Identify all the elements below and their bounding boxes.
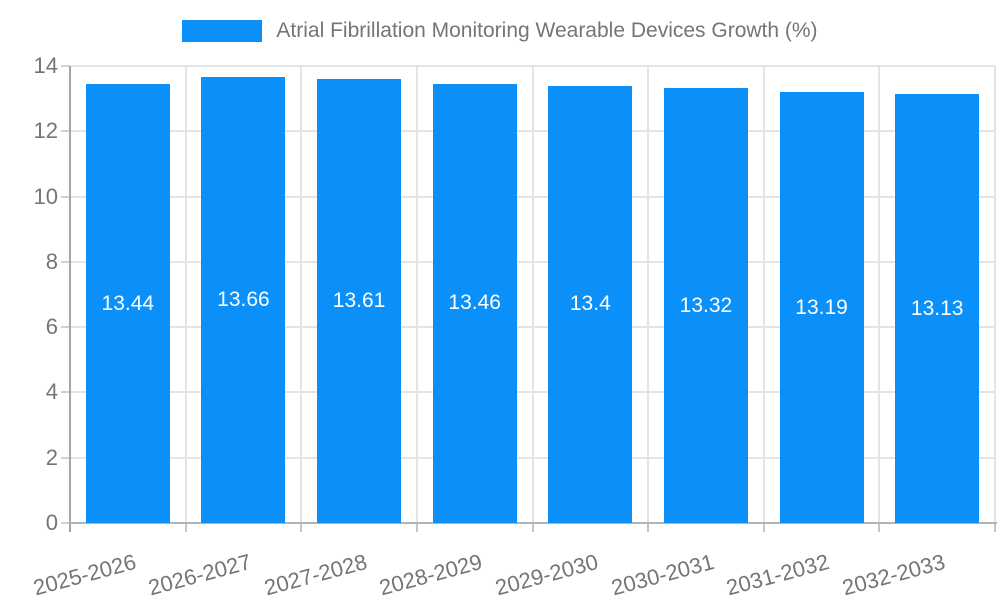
x-tick-mark [300, 523, 303, 532]
x-category-label: 2026-2027 [145, 549, 254, 600]
y-tick-label: 0 [45, 510, 58, 535]
bar-value-label: 13.13 [910, 296, 964, 320]
x-gridline [994, 66, 996, 523]
x-tick-mark [647, 523, 650, 532]
y-tick-mark [61, 65, 70, 67]
bar: 13.46 [432, 83, 517, 523]
y-tick-label: 4 [45, 379, 58, 405]
y-tick-label: 6 [45, 314, 58, 340]
bar-value-label: 13.66 [217, 288, 270, 312]
x-tick-mark [994, 523, 996, 532]
y-tick-mark [61, 130, 70, 133]
y-tick-label: 10 [33, 183, 58, 209]
y-tick-label: 2 [45, 444, 58, 470]
x-category-label: 2029-2030 [492, 549, 601, 600]
x-category-label: 2028-2029 [377, 549, 486, 600]
y-tick-mark [61, 260, 70, 263]
y-tick-label: 14 [33, 53, 58, 78]
legend-swatch [182, 20, 263, 42]
x-tick-mark [415, 523, 418, 532]
x-gridline [762, 66, 765, 523]
bar-value-label: 13.32 [679, 293, 733, 317]
legend: Atrial Fibrillation Monitoring Wearable … [0, 14, 1000, 48]
x-gridline [647, 66, 650, 523]
bar-value-label: 13.4 [569, 292, 611, 316]
bar: 13.4 [548, 85, 633, 523]
y-tick-mark [61, 195, 70, 198]
bar: 13.61 [317, 78, 402, 523]
x-tick-mark [762, 523, 765, 532]
bar: 13.44 [85, 84, 170, 523]
y-tick-label: 12 [33, 118, 58, 144]
bar: 13.19 [779, 92, 864, 523]
y-tick-mark [61, 391, 70, 394]
bar-value-label: 13.61 [332, 288, 386, 312]
x-tick-mark [184, 523, 187, 532]
x-gridline [184, 66, 187, 523]
x-axis-line [70, 522, 997, 524]
x-category-label: 2031-2032 [723, 549, 833, 600]
x-gridline [878, 66, 881, 523]
x-category-label: 2030-2031 [608, 549, 717, 600]
bar-value-label: 13.44 [101, 291, 155, 315]
bar: 13.32 [663, 88, 748, 523]
x-tick-mark [878, 523, 881, 532]
x-gridline [300, 66, 303, 523]
chart-title: Atrial Fibrillation Monitoring Wearable … [276, 19, 818, 42]
x-category-label: 2025-2026 [30, 549, 139, 600]
x-category-label: 2027-2028 [261, 549, 370, 600]
y-tick-mark [61, 456, 70, 459]
bar: 13.66 [201, 77, 286, 523]
bar-value-label: 13.19 [795, 295, 848, 319]
bar-value-label: 13.46 [448, 291, 501, 315]
bar: 13.13 [895, 94, 980, 523]
x-category-label: 2032-2033 [839, 549, 948, 600]
x-gridline [415, 66, 418, 523]
y-tick-mark [61, 326, 70, 329]
y-tick-label: 8 [45, 248, 58, 274]
x-tick-mark [531, 523, 534, 532]
x-gridline [531, 66, 534, 523]
y-axis-line [69, 66, 71, 532]
y-tick-mark [61, 522, 70, 524]
